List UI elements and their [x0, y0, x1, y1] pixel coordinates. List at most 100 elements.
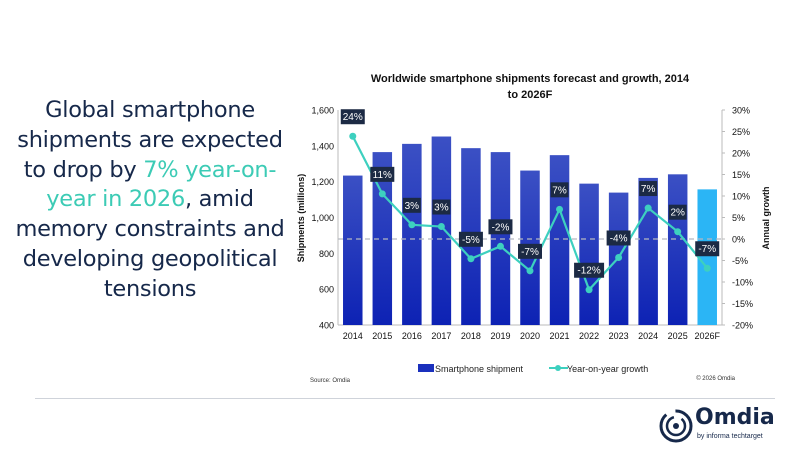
growth-point-2015: [378, 190, 386, 198]
y2-tick-label: 10%: [732, 192, 750, 202]
growth-data-label: 24%: [343, 112, 363, 123]
growth-point-2026F: [703, 264, 711, 272]
growth-data-label: -12%: [577, 266, 600, 277]
legend-bar-label: Smartphone shipment: [435, 364, 524, 374]
growth-data-label: -7%: [698, 244, 716, 255]
bar-2024: [638, 177, 658, 325]
growth-label-box: [402, 197, 421, 213]
legend-line-label: Year-on-year growth: [567, 364, 648, 374]
x-tick-label: 2014: [343, 331, 363, 341]
growth-label-box: [695, 241, 720, 257]
growth-point-2020: [526, 267, 534, 275]
growth-data-label: -5%: [462, 235, 480, 246]
x-tick-label: 2017: [431, 331, 451, 341]
growth-label-box: [370, 166, 395, 182]
x-tick-label: 2021: [550, 331, 570, 341]
chart-title: Worldwide smartphone shipments forecast …: [371, 73, 690, 85]
y2-tick-label: 25%: [732, 127, 750, 137]
growth-point-2017: [437, 223, 445, 231]
y2-tick-label: 5%: [732, 213, 745, 223]
source-note: Source: Omdia: [310, 378, 351, 384]
y-tick-label: 600: [319, 285, 334, 295]
growth-data-label: 3%: [434, 203, 449, 214]
x-tick-label: 2015: [372, 331, 392, 341]
x-tick-label: 2026F: [694, 331, 720, 341]
headline-highlight: 7% year-on-year in 2026: [46, 156, 277, 213]
legend-bar-swatch: [418, 364, 434, 372]
legend: Smartphone shipment Year-on-year growth: [418, 364, 648, 374]
growth-label-box: [458, 231, 483, 247]
headline: Global smartphone shipments are expected…: [14, 96, 286, 305]
y-tick-label: 1,000: [311, 213, 334, 223]
growth-point-2019: [496, 242, 504, 250]
y2-tick-label: 15%: [732, 170, 750, 180]
growth-point-2022: [585, 286, 593, 294]
omdia-logo-icon: [659, 409, 693, 443]
x-tick-label: 2016: [402, 331, 422, 341]
bar-2022: [579, 183, 599, 325]
y2-tick-label: -5%: [732, 256, 748, 266]
growth-data-label: 3%: [405, 201, 420, 212]
legend-line-marker: [555, 365, 561, 371]
y2-tick-label: -10%: [732, 278, 753, 288]
bar-2026F: [697, 189, 717, 325]
x-tick-label: 2019: [490, 331, 510, 341]
growth-label-box: [574, 262, 605, 278]
y-tick-label: 1,200: [311, 177, 334, 187]
y2-tick-label: -15%: [732, 299, 753, 309]
divider: [35, 398, 775, 399]
y2-tick-label: 20%: [732, 149, 750, 159]
y2-tick-label: 0%: [732, 235, 745, 245]
omdia-logo: Omdia by informa techtarget: [655, 405, 795, 445]
growth-data-label: 11%: [373, 170, 392, 181]
bar-2021: [549, 155, 570, 325]
x-tick-label: 2024: [638, 331, 658, 341]
growth-label-box: [340, 109, 365, 125]
headline-text-end: , amid memory constraints and developing…: [15, 186, 285, 302]
x-tick-label: 2018: [461, 331, 481, 341]
growth-label-box: [550, 182, 569, 198]
growth-data-label: -7%: [521, 247, 539, 258]
omdia-logo-word: Omdia: [695, 405, 775, 430]
growth-label-box: [488, 219, 513, 235]
y-axis-label: Shipments (millions): [296, 174, 306, 263]
growth-point-2025: [674, 228, 682, 236]
growth-data-label: 7%: [641, 184, 656, 195]
copyright-note: © 2026 Omdia: [696, 375, 735, 382]
growth-data-label: 7%: [552, 185, 567, 196]
growth-label-box: [668, 204, 687, 220]
growth-label-box: [432, 199, 451, 215]
bar-2017: [431, 136, 452, 325]
y2-tick-label: 30%: [732, 106, 750, 116]
growth-label-box: [606, 230, 631, 246]
growth-data-label: 2%: [670, 208, 685, 219]
growth-point-2014: [349, 132, 357, 140]
bar-2025: [667, 174, 688, 325]
y-tick-label: 1,600: [311, 106, 334, 116]
bar-2016: [402, 143, 422, 325]
bar-2015: [372, 152, 393, 325]
growth-label-box: [639, 181, 658, 197]
x-tick-label: 2020: [520, 331, 540, 341]
bar-2014: [343, 175, 363, 325]
y-tick-label: 400: [319, 321, 334, 331]
growth-point-2018: [467, 255, 475, 263]
headline-text: Global smartphone shipments are expected…: [17, 97, 283, 183]
growth-point-2024: [644, 204, 652, 212]
growth-point-2023: [615, 253, 623, 261]
y-tick-label: 800: [319, 249, 334, 259]
growth-data-label: -4%: [610, 233, 628, 244]
x-tick-label: 2023: [609, 331, 629, 341]
x-tick-label: 2025: [668, 331, 688, 341]
omdia-logo-sub: by informa techtarget: [697, 433, 763, 440]
y2-tick-label: -20%: [732, 321, 753, 331]
chart-title-line2: to 2026F: [508, 89, 553, 101]
x-tick-label: 2022: [579, 331, 599, 341]
growth-point-2021: [556, 205, 564, 213]
growth-label-box: [518, 243, 542, 259]
growth-data-label: -2%: [492, 222, 510, 233]
y2-axis-label: Annual growth: [761, 187, 771, 250]
growth-point-2016: [408, 221, 416, 229]
y-tick-label: 1,400: [311, 141, 334, 151]
